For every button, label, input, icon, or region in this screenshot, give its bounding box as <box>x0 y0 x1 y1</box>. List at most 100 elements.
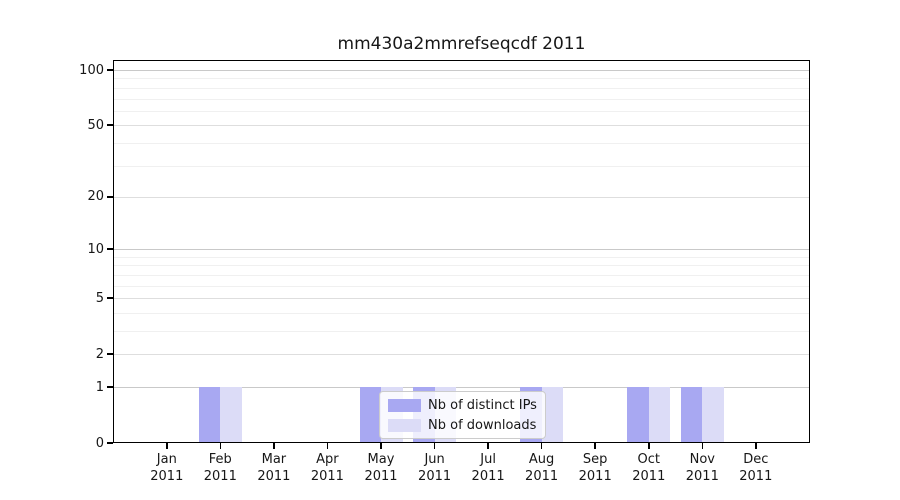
x-axis-month: Feb <box>208 452 232 467</box>
bar-distinct-ips <box>680 387 703 443</box>
gridline-major <box>113 387 810 388</box>
y-axis-tick-label: 0 <box>95 435 104 451</box>
legend-item: Nb of distinct IPs <box>388 397 537 413</box>
x-axis-month: Sep <box>582 452 608 467</box>
x-axis-tick-label: Dec 2011 <box>725 451 787 485</box>
x-axis-year: 2011 <box>418 469 452 484</box>
y-axis-tick-label: 5 <box>95 290 104 306</box>
legend-label: Nb of downloads <box>428 417 537 433</box>
x-axis-tick-label: Apr 2011 <box>296 451 358 485</box>
x-axis-month: Jan <box>156 452 177 467</box>
legend-swatch <box>388 418 421 432</box>
gridline-minor <box>113 78 810 80</box>
gridline-minor <box>113 331 810 332</box>
x-axis-tick-label: Sep 2011 <box>564 451 626 485</box>
x-axis-tick-label: Nov 2011 <box>671 451 733 485</box>
x-axis-year: 2011 <box>685 469 719 484</box>
plot-area: Nb of distinct IPs Nb of downloads <box>113 60 810 443</box>
x-axis-month: May <box>367 452 395 467</box>
x-tick-mark <box>433 443 436 449</box>
y-tick-mark <box>107 124 113 126</box>
x-axis-year: 2011 <box>364 469 398 484</box>
x-axis-year: 2011 <box>203 469 237 484</box>
x-axis-year: 2011 <box>739 469 773 484</box>
x-axis-year: 2011 <box>525 469 559 484</box>
x-tick-mark <box>701 443 704 449</box>
plot-border <box>113 60 810 443</box>
x-axis-month: Aug <box>528 452 555 467</box>
x-axis-tick-label: Jun 2011 <box>404 451 466 485</box>
y-tick-mark <box>107 297 113 299</box>
x-tick-mark <box>380 443 382 449</box>
x-tick-mark <box>273 443 275 449</box>
gridline-major <box>113 298 810 300</box>
gridline-minor <box>113 98 810 100</box>
x-axis-tick-label: Mar 2011 <box>243 451 305 485</box>
legend-label: Nb of distinct IPs <box>428 397 537 413</box>
y-axis-tick-label: 100 <box>79 62 104 78</box>
x-axis-month: Mar <box>261 452 287 467</box>
x-tick-mark <box>540 443 543 449</box>
bar-downloads <box>220 387 242 443</box>
x-axis-month: Jun <box>424 452 445 467</box>
x-axis-tick-label: Oct 2011 <box>618 451 680 485</box>
x-axis-month: Nov <box>689 452 715 467</box>
gridline-minor <box>113 265 810 267</box>
x-tick-mark <box>755 443 757 449</box>
y-tick-mark <box>107 196 113 198</box>
x-tick-mark <box>594 443 596 449</box>
x-axis-month: Oct <box>637 452 661 467</box>
y-axis-tick-label: 2 <box>95 346 104 362</box>
x-tick-mark <box>219 443 222 449</box>
x-axis-month: Apr <box>316 452 339 467</box>
x-axis-tick-label: May 2011 <box>350 451 412 485</box>
x-axis-tick-label: Jan 2011 <box>136 451 198 485</box>
gridline-minor <box>113 165 810 167</box>
y-tick-mark <box>107 353 113 355</box>
bar-downloads <box>702 387 724 443</box>
bar-downloads <box>648 387 671 443</box>
x-axis-month: Dec <box>743 452 769 467</box>
x-tick-mark <box>166 443 168 449</box>
gridline-minor <box>113 256 810 258</box>
gridline-minor <box>113 274 810 276</box>
bar-distinct-ips <box>359 387 381 443</box>
x-axis-tick-label: Jul 2011 <box>457 451 519 485</box>
x-axis-year: 2011 <box>150 469 184 484</box>
gridline-major <box>113 196 810 198</box>
gridline-minor <box>113 110 810 112</box>
chart-title: mm430a2mmrefseqcdf 2011 <box>337 34 586 54</box>
x-axis-tick-label: Feb 2011 <box>189 451 251 485</box>
bar-distinct-ips <box>627 387 649 443</box>
gridline-major <box>113 354 810 356</box>
gridline-minor <box>113 87 810 89</box>
y-tick-mark <box>107 442 113 444</box>
x-tick-mark <box>487 443 489 449</box>
x-axis-tick-label: Aug 2011 <box>511 451 573 485</box>
y-tick-mark <box>107 248 113 250</box>
x-axis-year: 2011 <box>471 469 505 484</box>
y-tick-mark <box>107 69 113 71</box>
y-axis-tick-label: 20 <box>87 189 104 205</box>
gridline-minor <box>113 142 810 144</box>
x-axis-year: 2011 <box>310 469 344 484</box>
x-axis-year: 2011 <box>578 469 612 484</box>
gridline-minor <box>113 312 810 314</box>
legend-item: Nb of downloads <box>388 417 537 433</box>
gridline-major <box>113 125 810 127</box>
x-axis-month: Jul <box>480 452 496 467</box>
y-axis-tick-label: 50 <box>87 117 104 133</box>
bar-downloads <box>541 387 564 443</box>
gridline-major <box>113 70 810 71</box>
gridline-minor <box>113 285 810 287</box>
x-axis-year: 2011 <box>257 469 291 484</box>
y-axis-tick-label: 1 <box>95 379 104 395</box>
gridline-major <box>113 249 810 251</box>
x-axis-year: 2011 <box>632 469 666 484</box>
x-tick-mark <box>326 443 329 449</box>
x-tick-mark <box>648 443 650 449</box>
y-axis-tick-label: 10 <box>87 241 104 257</box>
y-tick-mark <box>107 386 113 388</box>
legend-swatch <box>388 398 421 412</box>
